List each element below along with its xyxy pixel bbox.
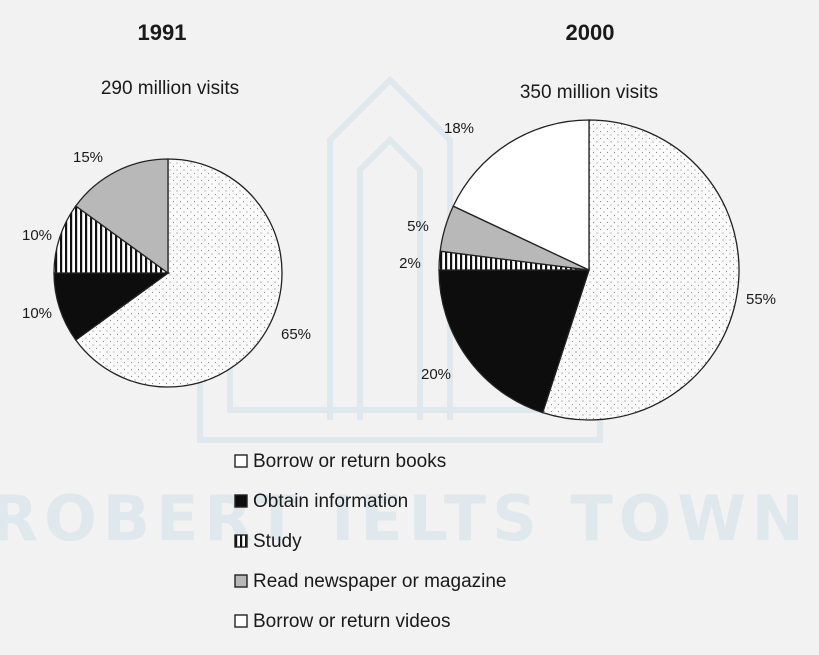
pie-chart-2000: 2000 350 million visits 55% 20% 2% 5% 18% — [399, 20, 776, 421]
pie-title: 1991 — [138, 20, 187, 45]
slice-label: 55% — [746, 291, 776, 308]
legend-item: Read newspaper or magazine — [234, 571, 507, 592]
pie-subtitle: 290 million visits — [101, 78, 239, 99]
pie-slice — [541, 119, 740, 421]
pie-slice — [74, 158, 283, 388]
pie-subtitle: 350 million visits — [520, 82, 658, 103]
slice-label: 10% — [22, 227, 52, 244]
legend-item: Study — [234, 531, 302, 552]
legend-label: Obtain information — [253, 491, 408, 512]
legend-label: Read newspaper or magazine — [253, 571, 507, 592]
slice-label: 65% — [281, 326, 311, 343]
slice-label: 10% — [22, 305, 52, 322]
pie-slice — [53, 205, 171, 274]
legend-swatch — [234, 614, 248, 628]
pie-title: 2000 — [566, 20, 615, 45]
pie-charts: 1991 290 million visits 65% 10% 10% 15% 2000 35… — [22, 20, 776, 421]
pie-slice — [53, 272, 171, 341]
pie-slice — [452, 119, 590, 272]
legend-item: Borrow or return books — [234, 451, 446, 472]
pie-chart-1991: 1991 290 million visits 65% 10% 10% 15% — [22, 20, 311, 388]
legend-swatch — [234, 494, 248, 508]
watermark-text: ROBERT IELTS TOWN — [0, 482, 810, 555]
watermark: ROBERT IELTS TOWN — [0, 75, 810, 555]
legend-label: Study — [253, 531, 302, 552]
slice-label: 20% — [421, 366, 451, 383]
legend-swatch — [234, 534, 248, 548]
slice-label: 2% — [399, 255, 421, 272]
slice-label: 15% — [73, 149, 103, 166]
legend-label: Borrow or return books — [253, 451, 446, 472]
pie-slice — [438, 269, 590, 414]
legend: Borrow or return books Obtain information… — [234, 451, 507, 632]
legend-swatch — [234, 454, 248, 468]
legend-swatch — [234, 574, 248, 588]
legend-label: Borrow or return videos — [253, 611, 450, 632]
pie-slice — [74, 158, 169, 275]
slice-label: 5% — [407, 218, 429, 235]
legend-item: Obtain information — [234, 491, 408, 512]
legend-item: Borrow or return videos — [234, 611, 450, 632]
slice-label: 18% — [444, 120, 474, 137]
